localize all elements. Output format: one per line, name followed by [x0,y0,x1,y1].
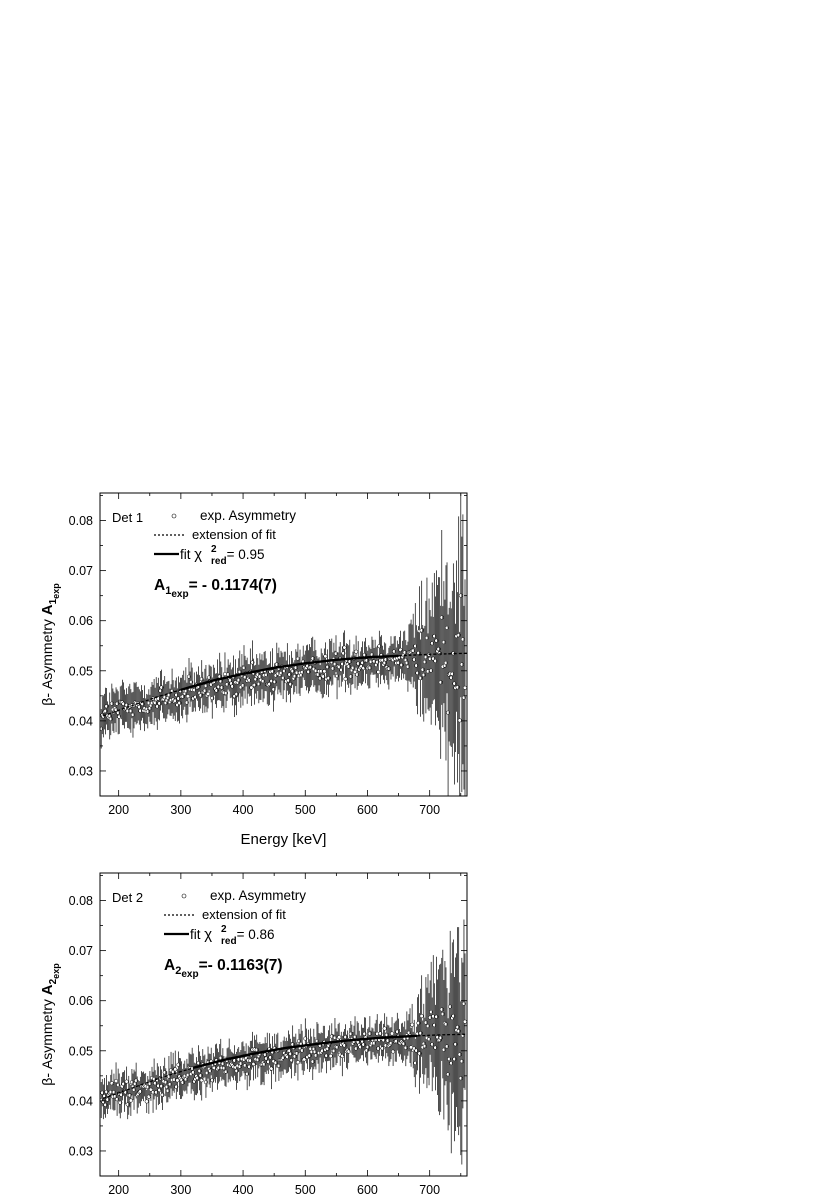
data-point [462,1019,467,1024]
y-axis-label: β- Asymmetry A1exp [39,583,61,706]
data-point [382,1026,387,1031]
plot-frame [99,872,468,1177]
y-tick-label: 0.06 [69,994,93,1008]
data-point [124,1079,129,1084]
x-tick-label: 700 [419,803,440,817]
x-tick-label: 600 [357,803,378,817]
fit-result-annotation: A2exp=- 0.1163(7) [164,957,283,980]
y-tick-label: 0.07 [69,564,93,578]
data-point [376,669,381,675]
panel-label: Det 1 [112,510,143,525]
x-tick-label: 300 [170,803,191,817]
fit-extension-right [417,1033,467,1037]
data-point [457,718,462,723]
fit-extension-left [102,1067,194,1100]
x-tick-label: 400 [233,803,254,817]
y-tick-label: 0.04 [69,1094,93,1108]
data-point [389,1031,395,1036]
panel-label: Det 2 [112,890,143,905]
x-tick-label: 600 [357,1183,378,1197]
y-tick-label: 0.04 [69,714,93,728]
fit-extension-left [102,689,182,717]
data-point [337,1035,342,1040]
y-tick-label: 0.08 [69,894,93,908]
x-tick-label: 500 [295,803,316,817]
y-tick-label: 0.03 [69,1144,93,1158]
x-tick-label: 200 [108,803,129,817]
x-tick-label: 500 [295,1183,316,1197]
fit-extension-right [398,652,467,657]
data-point [342,645,347,650]
legend-dashed-label: extension of fit [202,907,286,922]
legend-dashed-label: extension of fit [192,527,276,542]
x-tick-label: 400 [233,1183,254,1197]
data-point [354,649,359,654]
panel-det2: 200 300 400 500 600 700 0.03 0.04 0.05 0.06 0.07 0.… [39,872,468,1197]
data-point [343,676,348,681]
fit-result-annotation: A1exp= - 0.1174(7) [154,577,277,600]
data-point [328,1053,333,1059]
legend-point-marker [181,893,187,899]
x-tick-label: 200 [108,1183,129,1197]
y-tick-label: 0.05 [69,664,93,678]
data-points-group [100,919,467,1165]
legend-points-label: exp. Asymmetry [200,508,296,523]
data-point [323,654,328,659]
data-point [144,1099,149,1104]
x-tick-label: 300 [170,1183,191,1197]
data-points-group [100,493,467,796]
data-point [419,1013,424,1019]
data-point [173,1067,178,1072]
data-point [128,1098,133,1103]
panel-det1: 200 300 400 500 600 700 0.03 0.04 0.05 0.06 0.07 0.… [39,492,468,848]
fit-curve [193,1034,418,1069]
x-tick-label: 700 [419,1183,440,1197]
y-tick-label: 0.07 [69,944,93,958]
legend-fit-label: fit χ 2 red= 0.86 [190,924,274,947]
data-point [462,685,467,690]
fit-curve [180,654,399,691]
y-axis-label: β- Asymmetry A2exp [39,963,61,1086]
data-point [113,1079,119,1084]
data-point [410,1022,415,1027]
data-point [295,1060,300,1065]
plot-frame [99,492,468,797]
y-tick-label: 0.03 [69,764,93,778]
y-tick-label: 0.06 [69,614,93,628]
legend-point-marker [171,513,177,519]
legend-points-label: exp. Asymmetry [210,888,306,903]
data-point [249,685,254,690]
x-axis-label: Energy [keV] [241,831,327,848]
y-tick-label: 0.05 [69,1044,93,1058]
legend-fit-label: fit χ 2 red= 0.95 [180,544,264,567]
data-point [205,691,211,696]
y-tick-label: 0.08 [69,514,93,528]
